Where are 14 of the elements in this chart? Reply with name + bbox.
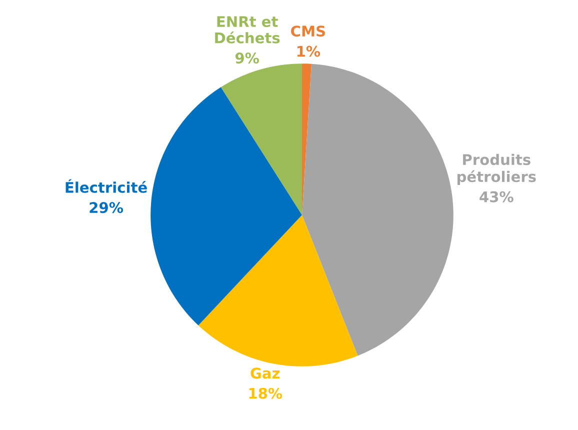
- slice-label: ENRt et Déchets: [215, 16, 280, 44]
- data-label: 29%: [90, 202, 124, 214]
- data-label: 18%: [249, 388, 282, 399]
- slice-label: CMS: [291, 26, 325, 37]
- slice-label: Produits pétroliers: [457, 154, 536, 185]
- pie-slice: [198, 215, 358, 366]
- pie-slice: [302, 64, 454, 356]
- data-label: 43%: [480, 191, 514, 202]
- data-label: 9%: [235, 52, 259, 64]
- data-label: 1%: [297, 46, 320, 57]
- pie-slice: [220, 64, 302, 215]
- slice-label: Gaz: [250, 368, 280, 379]
- slice-label: Électricité: [66, 179, 147, 193]
- pie-slice: [150, 87, 302, 326]
